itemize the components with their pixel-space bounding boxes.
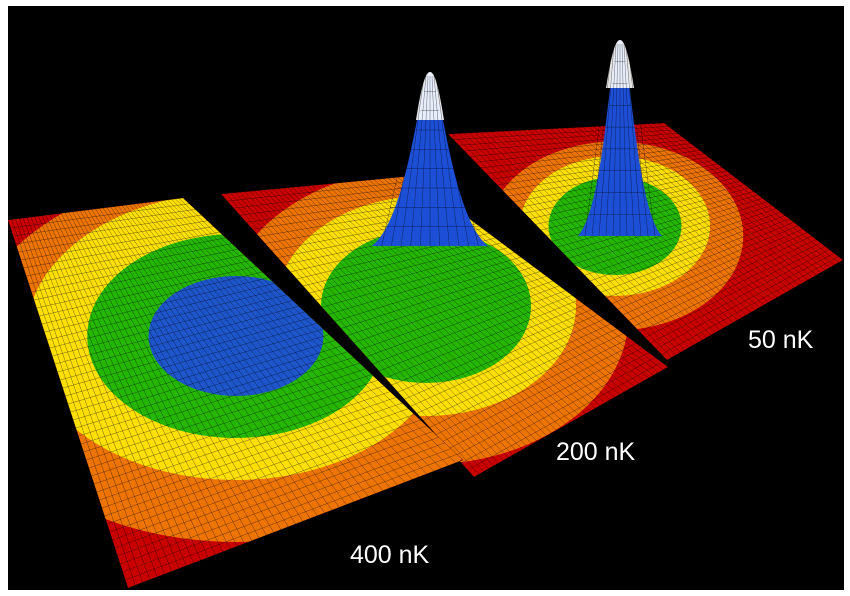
label-50nk: 50 nK (748, 326, 814, 354)
label-200nk: 200 nK (556, 438, 636, 466)
figure-panel: 400 nK 200 nK 50 nK (8, 6, 844, 590)
surface-plots: 400 nK 200 nK 50 nK (8, 40, 844, 589)
panel-mesh-400nk (8, 197, 464, 589)
peak-mesh-50nk (584, 43, 656, 237)
peak-mesh-200nk (381, 75, 479, 247)
panel-mesh-200nk (220, 175, 669, 478)
label-400nk: 400 nK (350, 541, 430, 569)
